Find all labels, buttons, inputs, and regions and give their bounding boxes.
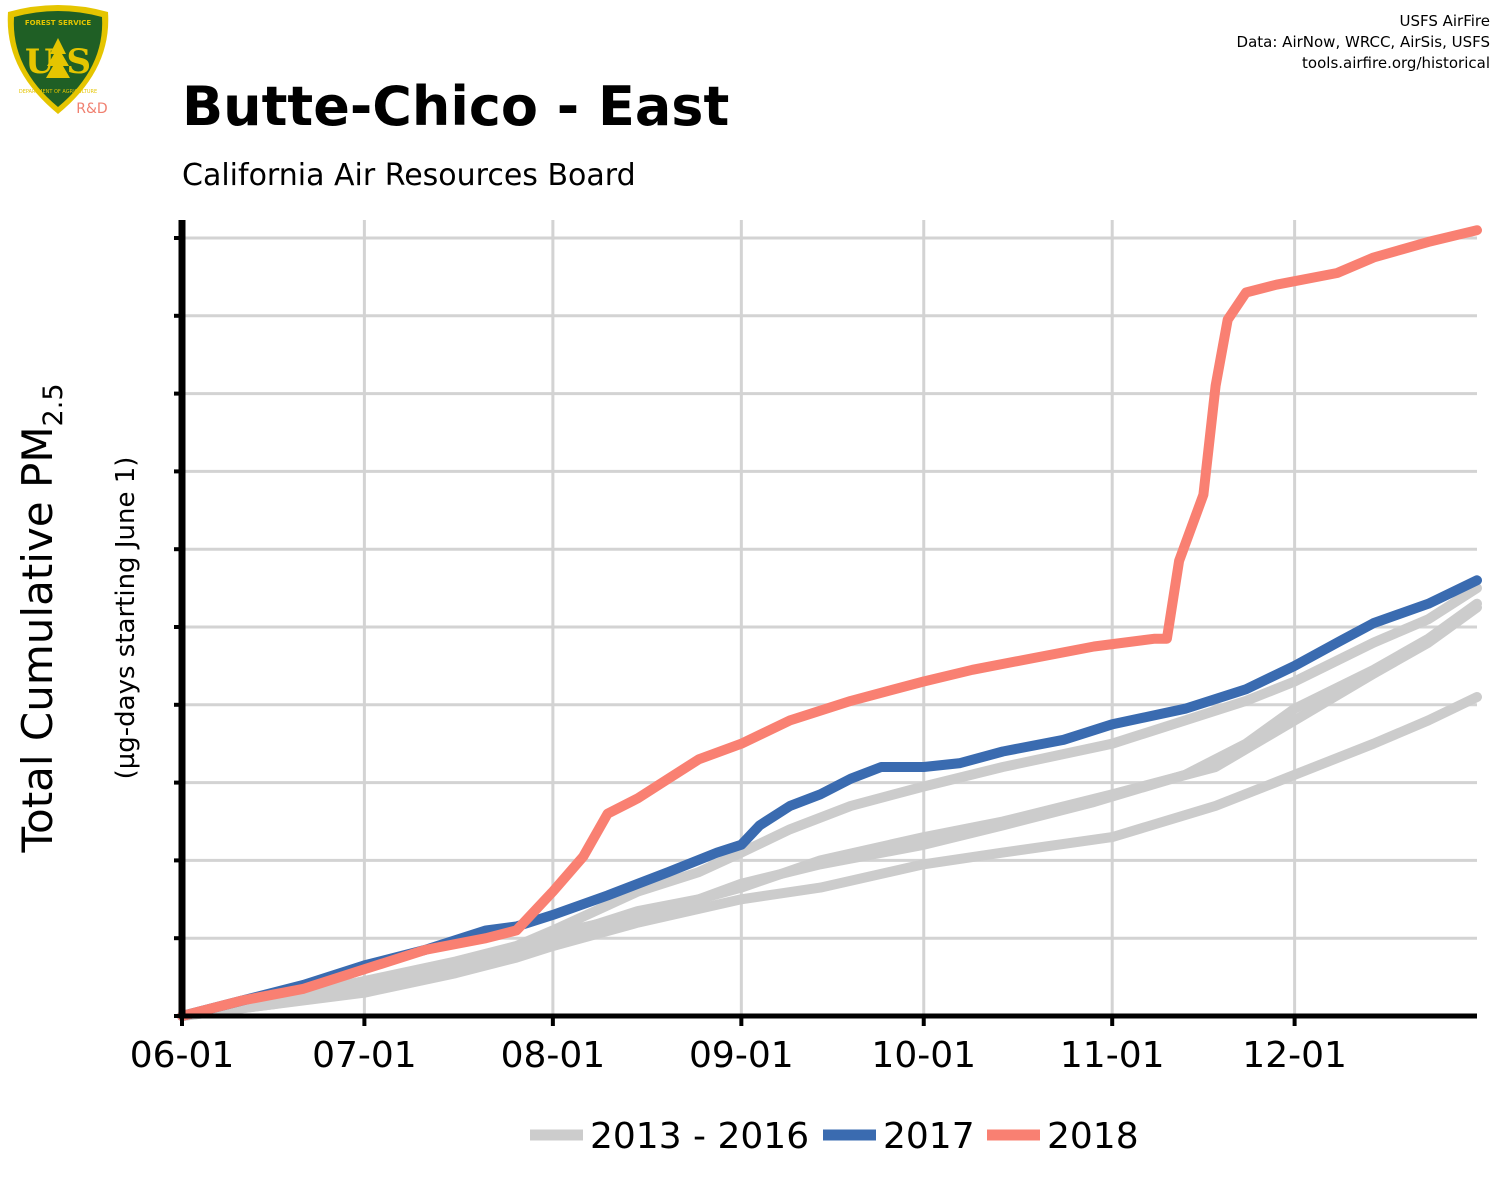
logo-tree-icon xyxy=(46,38,70,78)
chart-subtitle: California Air Resources Board xyxy=(182,158,636,193)
x-tick-label: 07-01 xyxy=(312,1035,417,1076)
legend-label: 2013 - 2016 xyxy=(590,1116,809,1157)
x-tick-label: 12-01 xyxy=(1242,1035,1347,1076)
logo-top-text: FOREST SERVICE xyxy=(25,19,92,27)
grid xyxy=(182,220,1477,1016)
axes: 06-01 07-01 08-01 09-01 10-01 11-01 12-01 xyxy=(130,220,1477,1076)
legend-label: 2018 xyxy=(1047,1116,1139,1157)
series-lines xyxy=(177,225,1482,1021)
series-line-2018 xyxy=(177,225,1482,1021)
y-axis-label-subscript: 2.5 xyxy=(38,383,69,426)
x-tick-label: 08-01 xyxy=(501,1035,606,1076)
credit-line-3: tools.airfire.org/historical xyxy=(1302,54,1490,72)
y-axis-label-main: Total Cumulative PM xyxy=(13,426,62,853)
legend: 2013 - 2016 2017 2018 xyxy=(530,1116,1139,1157)
y-axis-label: Total Cumulative PM2.5 xyxy=(13,383,69,853)
x-tick-label: 09-01 xyxy=(689,1035,794,1076)
logo-badge: R&D xyxy=(76,101,107,117)
chart-title: Butte-Chico - East xyxy=(182,75,729,138)
x-tick-label: 10-01 xyxy=(871,1035,976,1076)
forest-service-logo: FOREST SERVICE U S DEPARTMENT OF AGRICUL… xyxy=(7,5,109,117)
credits: USFS AirFire Data: AirNow, WRCC, AirSis,… xyxy=(1237,12,1490,72)
logo-bottom-text: DEPARTMENT OF AGRICULTURE xyxy=(19,89,97,95)
x-tick-label: 11-01 xyxy=(1060,1035,1165,1076)
credit-line-1: USFS AirFire xyxy=(1399,12,1490,30)
x-tick-label: 06-01 xyxy=(130,1035,235,1076)
series-line-background-4 xyxy=(177,583,1482,1021)
credit-line-2: Data: AirNow, WRCC, AirSis, USFS xyxy=(1237,33,1490,51)
y-axis-units: (µg-days starting June 1) xyxy=(111,457,141,780)
series-line-2017 xyxy=(177,575,1482,1021)
legend-label: 2017 xyxy=(883,1116,975,1157)
